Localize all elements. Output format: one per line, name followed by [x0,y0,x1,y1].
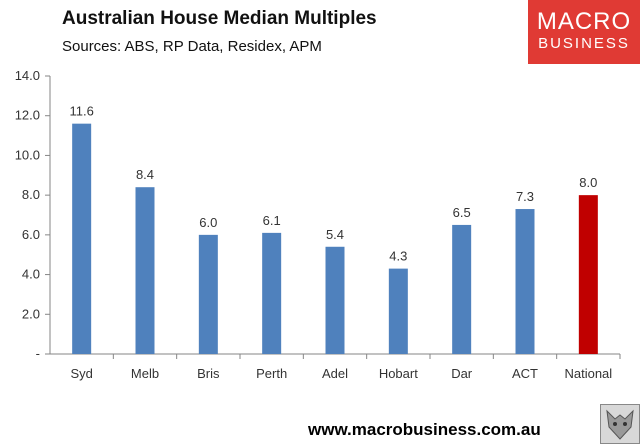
y-tick-label: 12.0 [15,108,40,123]
data-label: 6.1 [263,213,281,228]
logo-text-business: BUSINESS [538,35,630,52]
x-tick-label: Adel [322,366,348,381]
logo-text-macro: MACRO [536,8,632,35]
x-tick-label: Melb [131,366,159,381]
chart-title: Australian House Median Multiples [62,8,377,29]
data-label: 7.3 [516,189,534,204]
data-label: 4.3 [389,249,407,264]
y-tick-label: 2.0 [22,306,40,321]
x-tick-label: National [564,366,612,381]
x-tick-label: Perth [256,366,287,381]
wolf-logo-icon [600,404,640,444]
x-tick-label: Bris [197,366,220,381]
x-tick-label: Dar [451,366,473,381]
bar-adel [325,246,345,354]
data-label: 8.0 [579,175,597,190]
data-label: 5.4 [326,227,344,242]
y-tick-label: 4.0 [22,267,40,282]
chart-subtitle: Sources: ABS, RP Data, Residex, APM [62,38,322,55]
macrobusiness-logo: MACRO BUSINESS [528,0,640,64]
bar-perth [262,232,282,354]
data-label: 8.4 [136,167,154,182]
x-tick-label: Syd [70,366,92,381]
bar-dar [452,224,472,354]
x-tick-label: Hobart [379,366,418,381]
data-label: 6.5 [453,205,471,220]
y-tick-label: 6.0 [22,227,40,242]
data-label: 6.0 [199,215,217,230]
x-tick-label: ACT [512,366,538,381]
y-tick-label: 14.0 [15,68,40,83]
bar-act [515,209,535,354]
bar-syd [72,123,92,355]
bar-national [578,195,598,354]
data-label: 11.6 [69,104,93,119]
y-tick-label: 8.0 [22,187,40,202]
bar-bris [198,234,218,354]
y-tick-label: - [36,346,40,361]
bar-melb [135,187,155,354]
footer-url: www.macrobusiness.com.au [308,420,541,439]
y-tick-label: 10.0 [15,147,40,162]
bar-hobart [388,268,408,354]
